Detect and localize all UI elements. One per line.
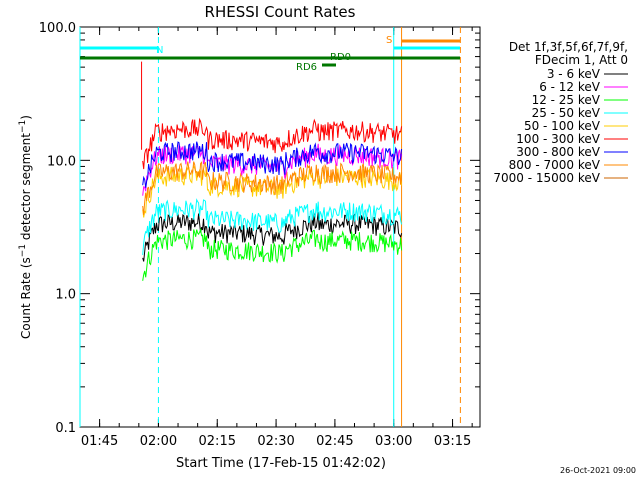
y-tick-label: 10.0 bbox=[47, 154, 76, 169]
legend-label: 25 - 50 keV bbox=[532, 106, 601, 120]
y-tick-label: 0.1 bbox=[55, 421, 76, 436]
legend-label: 7000 - 15000 keV bbox=[493, 171, 600, 185]
series-line bbox=[142, 117, 403, 170]
series-line bbox=[142, 164, 403, 218]
chart-title: RHESSI Count Rates bbox=[205, 3, 356, 21]
legend-label: 3 - 6 keV bbox=[547, 67, 601, 81]
x-tick-label: 02:45 bbox=[316, 434, 353, 449]
y-axis-label: Count Rate (s−1 detector segment−1) bbox=[18, 115, 33, 339]
y-tick-label: 100.0 bbox=[39, 21, 76, 36]
legend-label: 100 - 300 keV bbox=[516, 132, 600, 146]
x-tick-label: 03:15 bbox=[434, 434, 471, 449]
series-line bbox=[142, 141, 403, 188]
x-tick-label: 01:45 bbox=[81, 434, 118, 449]
series-line bbox=[142, 198, 403, 255]
x-tick-label: 02:30 bbox=[257, 434, 294, 449]
series-line bbox=[142, 227, 403, 281]
x-axis-label: Start Time (17-Feb-15 01:42:02) bbox=[176, 456, 386, 471]
rd0-label: RD0 bbox=[330, 52, 351, 63]
x-tick-label: 02:15 bbox=[199, 434, 236, 449]
legend-label: 800 - 7000 keV bbox=[509, 158, 601, 172]
series-line bbox=[142, 212, 403, 262]
legend: Det 1f,3f,5f,6f,7f,9f, FDecim 1, Att 0 3… bbox=[493, 40, 628, 185]
legend-header-1: Det 1f,3f,5f,6f,7f,9f, bbox=[509, 40, 628, 54]
plot-frame bbox=[79, 26, 481, 428]
legend-label: 12 - 25 keV bbox=[532, 93, 601, 107]
y-tick-label: 1.0 bbox=[55, 288, 76, 303]
night-label: N bbox=[156, 45, 163, 56]
legend-label: 300 - 800 keV bbox=[516, 145, 600, 159]
rd6-label: RD6 bbox=[296, 62, 317, 73]
x-tick-label: 02:00 bbox=[140, 434, 177, 449]
x-tick-label: 03:00 bbox=[375, 434, 412, 449]
footer-date: 26-Oct-2021 09:00 bbox=[560, 466, 636, 475]
legend-label: 50 - 100 keV bbox=[524, 119, 601, 133]
series-line bbox=[142, 161, 403, 216]
legend-label: 6 - 12 keV bbox=[539, 80, 601, 94]
saa-label: S bbox=[386, 35, 392, 46]
series-line bbox=[142, 143, 403, 196]
legend-header-2: FDecim 1, Att 0 bbox=[535, 53, 628, 67]
